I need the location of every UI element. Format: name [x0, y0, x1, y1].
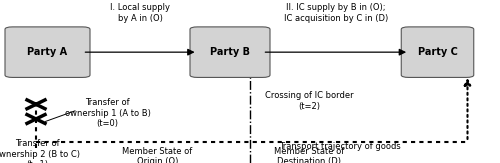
- Text: Party B: Party B: [210, 47, 250, 57]
- Text: II. IC supply by B in (O);
IC acquisition by C in (D): II. IC supply by B in (O); IC acquisitio…: [284, 3, 388, 23]
- FancyBboxPatch shape: [5, 27, 90, 77]
- Text: I. Local supply
by A in (O): I. Local supply by A in (O): [110, 3, 170, 23]
- Text: Party A: Party A: [28, 47, 68, 57]
- Text: Transport trajectory of goods: Transport trajectory of goods: [279, 142, 401, 151]
- Text: Crossing of IC border
(t=2): Crossing of IC border (t=2): [264, 91, 354, 111]
- Text: Member State of
Origin (O): Member State of Origin (O): [122, 147, 192, 163]
- Text: Transfer of
ownership 2 (B to C)
(t=1): Transfer of ownership 2 (B to C) (t=1): [0, 139, 80, 163]
- Text: Transfer of
ownership 1 (A to B)
(t=0): Transfer of ownership 1 (A to B) (t=0): [64, 98, 150, 128]
- FancyBboxPatch shape: [401, 27, 474, 77]
- Text: Member State of
Destination (D): Member State of Destination (D): [274, 147, 344, 163]
- FancyBboxPatch shape: [190, 27, 270, 77]
- Text: Party C: Party C: [418, 47, 458, 57]
